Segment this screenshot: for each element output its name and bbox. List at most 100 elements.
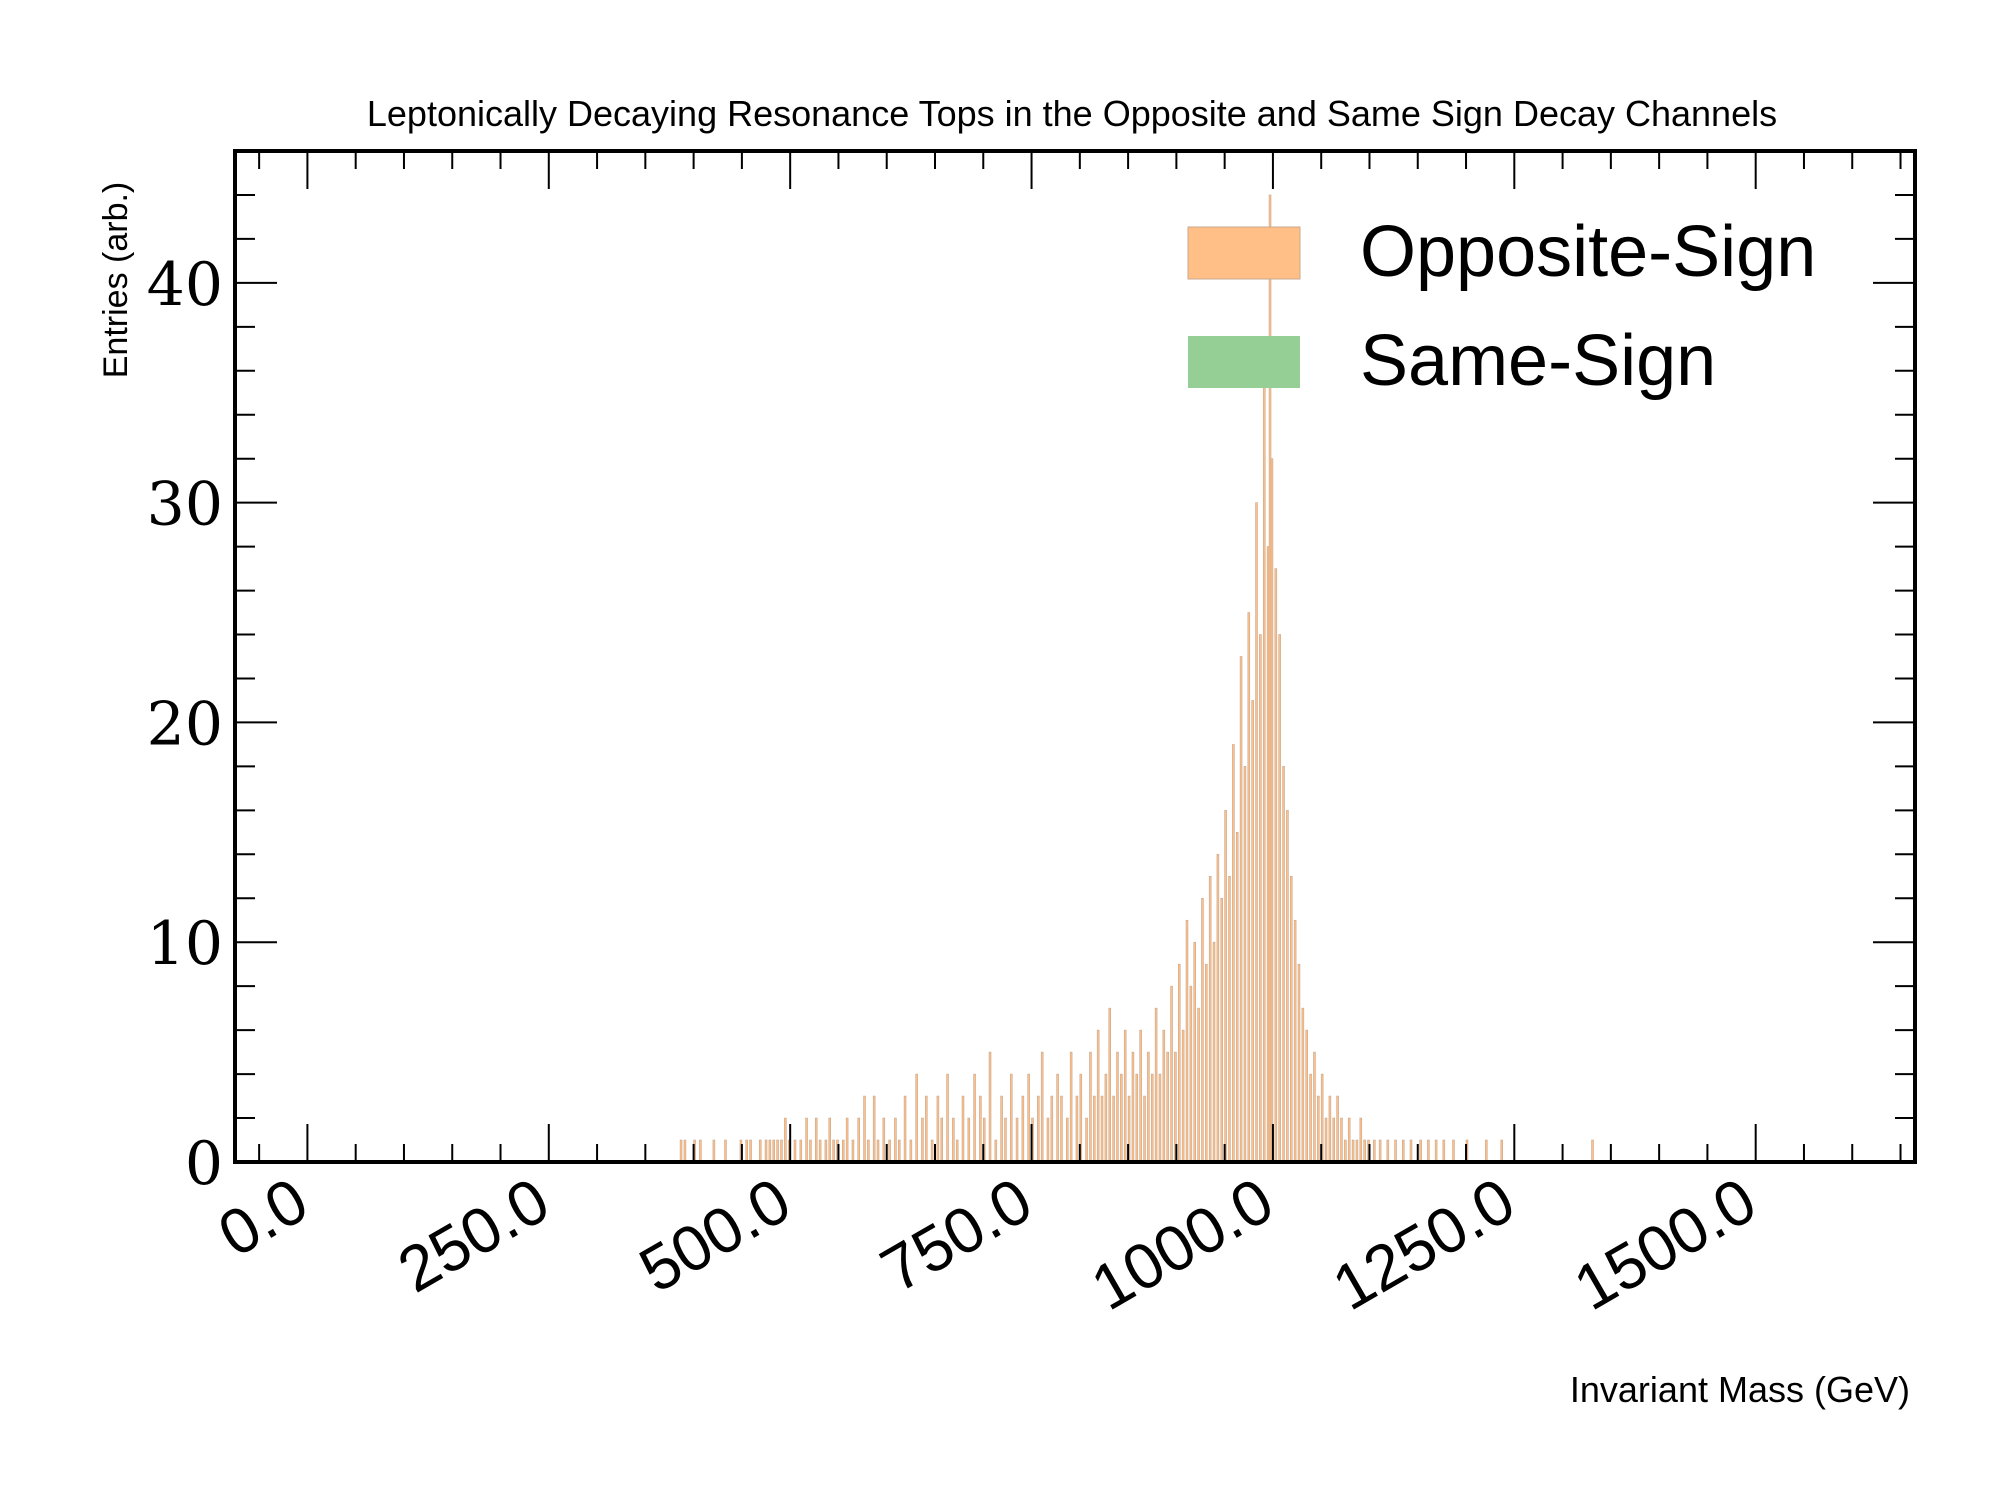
histogram-bar bbox=[1123, 1029, 1127, 1163]
histogram-bar bbox=[1154, 1007, 1158, 1163]
histogram-bar bbox=[1205, 963, 1208, 1163]
histogram-bar bbox=[1010, 1073, 1013, 1163]
histogram-bar bbox=[1452, 1139, 1455, 1163]
histogram-bar bbox=[1189, 985, 1193, 1163]
histogram-bar bbox=[1208, 875, 1212, 1163]
histogram-bar bbox=[1301, 1007, 1305, 1163]
histogram-bar bbox=[1131, 1051, 1135, 1163]
histogram-bar bbox=[1046, 1117, 1050, 1163]
histogram-bar bbox=[1317, 1095, 1320, 1163]
y-tick-label: 10 bbox=[147, 909, 223, 979]
histogram-bar bbox=[784, 1117, 787, 1163]
x-tick-label: 500.0 bbox=[628, 1164, 803, 1306]
y-tick-label: 30 bbox=[147, 470, 223, 540]
histogram-bar bbox=[894, 1117, 897, 1163]
histogram-bar bbox=[1089, 1051, 1092, 1163]
histogram-bar bbox=[1239, 656, 1243, 1163]
histogram-bar bbox=[1069, 1051, 1073, 1163]
histogram-bar bbox=[1293, 919, 1297, 1163]
histogram-bar bbox=[1201, 897, 1204, 1163]
axis-ticks bbox=[235, 150, 1915, 1163]
histogram-bar bbox=[930, 1139, 934, 1163]
histogram-bar bbox=[1359, 1117, 1363, 1163]
histogram-bar bbox=[845, 1117, 849, 1163]
histogram-bar bbox=[799, 1139, 803, 1163]
histogram-bar bbox=[764, 1139, 768, 1163]
histogram-bars bbox=[679, 194, 1594, 1163]
histogram-bar bbox=[1255, 502, 1258, 1163]
histogram-bar bbox=[909, 1139, 913, 1163]
x-tick-label: 250.0 bbox=[386, 1164, 561, 1306]
histogram-bar bbox=[867, 1139, 870, 1163]
histogram-bar bbox=[1373, 1139, 1376, 1163]
histogram-bar bbox=[712, 1139, 716, 1163]
histogram-bar bbox=[1220, 897, 1224, 1163]
histogram-bar bbox=[876, 1139, 880, 1163]
histogram-bar bbox=[832, 1139, 835, 1163]
histogram-bar bbox=[1270, 458, 1274, 1163]
legend-entry-same-sign: Same-Sign bbox=[1188, 321, 1716, 401]
histogram-bar bbox=[1386, 1139, 1390, 1163]
histogram-bar bbox=[872, 1095, 876, 1163]
histogram-bar bbox=[1108, 1007, 1112, 1163]
histogram-bar bbox=[1085, 1117, 1088, 1163]
histogram-bar bbox=[679, 1139, 683, 1163]
histogram-bar bbox=[824, 1139, 828, 1163]
chart-title: Leptonically Decaying Resonance Tops in … bbox=[367, 93, 1777, 134]
histogram-bar bbox=[772, 1139, 776, 1163]
histogram-bar bbox=[1170, 985, 1173, 1163]
histogram-bar bbox=[921, 1117, 924, 1163]
y-axis-label: Entries (arb.) bbox=[97, 182, 135, 379]
histogram-bar bbox=[973, 1073, 976, 1163]
histogram-bar bbox=[857, 1117, 860, 1163]
histogram-bar bbox=[1336, 1095, 1339, 1163]
histogram-bar bbox=[842, 1139, 845, 1163]
histogram-bar bbox=[699, 1139, 702, 1163]
histogram-bar bbox=[1100, 1095, 1104, 1163]
histogram-bar bbox=[1015, 1117, 1019, 1163]
histogram-bar bbox=[1116, 1051, 1119, 1163]
histogram-bar bbox=[683, 1139, 687, 1163]
histogram-bar bbox=[1427, 1139, 1430, 1163]
histogram-bar bbox=[1235, 832, 1239, 1163]
histogram-bar bbox=[1193, 941, 1196, 1163]
y-tick-labels: 0 10 20 30 40 bbox=[147, 250, 223, 1199]
histogram-bar bbox=[780, 1139, 783, 1163]
histogram-bar bbox=[1104, 1073, 1108, 1163]
histogram-bar bbox=[967, 1117, 971, 1163]
histogram-bar bbox=[776, 1139, 779, 1163]
histogram-bar bbox=[1232, 744, 1235, 1163]
histogram-bar bbox=[814, 1117, 818, 1163]
histogram-bar bbox=[1363, 1139, 1366, 1163]
histogram-bar bbox=[1050, 1095, 1054, 1163]
histogram-bar bbox=[1290, 875, 1293, 1163]
histogram-bar bbox=[1278, 634, 1281, 1163]
histogram-bar bbox=[1409, 1139, 1413, 1163]
histogram-bar bbox=[882, 1117, 886, 1163]
histogram-bar bbox=[1355, 1139, 1359, 1163]
histogram-bar bbox=[1158, 1073, 1162, 1163]
histogram-bar bbox=[1150, 1073, 1154, 1163]
legend-swatch-opposite-sign bbox=[1187, 226, 1301, 280]
histogram-bar bbox=[768, 1139, 772, 1163]
histogram-bar bbox=[1485, 1139, 1488, 1163]
histogram-bar bbox=[1243, 766, 1247, 1163]
histogram-bar bbox=[940, 1117, 944, 1163]
histogram-bar bbox=[1096, 1029, 1100, 1163]
legend-entry-opposite-sign: Opposite-Sign bbox=[1187, 212, 1816, 292]
histogram-bar bbox=[1185, 919, 1189, 1163]
histogram-bar bbox=[851, 1139, 855, 1163]
x-tick-label: 0.0 bbox=[206, 1164, 319, 1271]
histogram-bar bbox=[955, 1139, 959, 1163]
histogram-bar bbox=[863, 1095, 866, 1163]
histogram-bar bbox=[1093, 1095, 1096, 1163]
histogram-bar bbox=[1162, 1029, 1166, 1163]
histogram-bar bbox=[903, 1095, 907, 1163]
histogram-bar bbox=[1112, 1095, 1115, 1163]
histogram-bar bbox=[1324, 1117, 1328, 1163]
histogram-bar bbox=[1351, 1139, 1355, 1163]
histogram-bar bbox=[1274, 568, 1278, 1163]
histogram-bar bbox=[946, 1073, 949, 1163]
histogram-bar bbox=[1021, 1095, 1025, 1163]
x-tick-label: 1000.0 bbox=[1079, 1164, 1285, 1324]
